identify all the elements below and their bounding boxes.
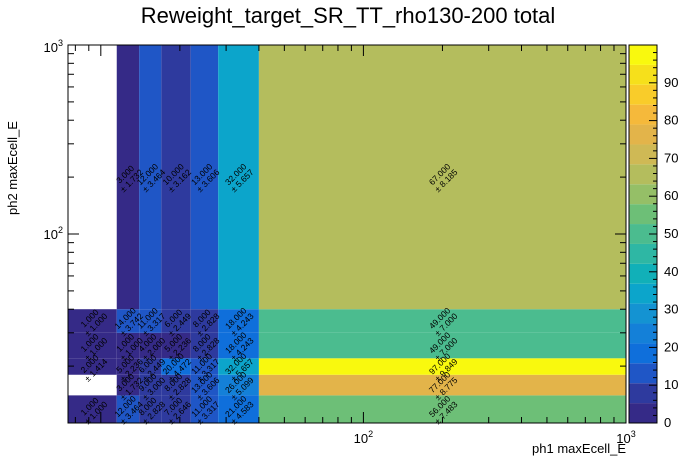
heatmap-cell [116,395,140,423]
heatmap-cell [258,45,626,310]
colorbar-segment [629,243,657,264]
heatmap-cell [258,374,626,396]
colorbar-segment [629,124,657,145]
heatmap-cell [139,45,162,310]
colorbar-segment [629,383,657,404]
heatmap-cell [190,45,219,310]
colorbar-segment [629,45,657,65]
heatmap-cell [190,309,219,333]
colorbar-segment [629,303,657,324]
x-axis-label: ph1 maxEcell_E [532,441,626,456]
heatmap-cell [161,45,191,310]
heatmap-cell [218,374,259,396]
heatmap-cell [68,332,117,359]
heatmap-cell [68,358,117,375]
heatmap-cell [161,332,191,359]
colorbar-segment [629,283,657,304]
heatmap-cell [139,332,162,359]
cells-layer [68,45,626,423]
colorbar-segment [629,104,657,125]
heatmap-cell [161,374,191,396]
heatmap-cell [139,309,162,333]
colorbar-segment [629,84,657,105]
heatmap-cell [190,358,219,375]
heatmap-cell [116,332,140,359]
heatmap-cell [218,395,259,423]
colorbar-tick-label: 40 [664,264,678,279]
heatmap-cell [139,395,162,423]
heatmap-cell [68,395,117,423]
colorbar-segment [629,204,657,225]
heatmap-cell [116,358,140,375]
heatmap-cell [218,332,259,359]
x-tick-label: 103 [616,429,635,446]
colorbar-segment [629,363,657,384]
colorbar: 0 10 20 30 40 50 60 70 80 90 [628,44,678,430]
heatmap-cell [139,374,162,396]
colorbar-tick-label: 80 [664,113,678,128]
colorbar-segment [629,403,657,423]
y-axis-label: ph2 maxEcell_E [5,121,20,215]
heatmap-cell [116,309,140,333]
heatmap-cell [258,358,626,375]
colorbar-tick-label: 90 [664,75,678,90]
colorbar-segment [629,323,657,344]
heatmap-cell [68,309,117,333]
colorbar-segment [629,64,657,85]
heatmap-cell [161,309,191,333]
heatmap-cell [258,332,626,359]
y-tick-label: 102 [44,225,63,242]
heatmap-cell [218,45,259,310]
heatmap-cell [116,45,140,310]
colorbar-tick-label: 60 [664,188,678,203]
heatmap-cell [190,395,219,423]
x-tick-label: 102 [354,429,373,446]
heatmap-cell [116,374,140,396]
colorbar-segment [629,224,657,244]
heatmap-cell [218,309,259,333]
colorbar-segment [629,164,657,185]
heatmap-cell [190,332,219,359]
heatmap-cell [190,374,219,396]
colorbar-segment [629,343,657,364]
chart-title: Reweight_target_SR_TT_rho130-200 total [140,3,556,28]
colorbar-tick-label: 20 [664,339,678,354]
colorbar-tick-label: 70 [664,150,678,165]
heatmap-cell [139,358,162,375]
heatmap-cell [161,395,191,423]
colorbar-segment [629,263,657,284]
colorbar-tick-label: 50 [664,226,678,241]
colorbar-segment [629,144,657,165]
colorbar-tick-label: 0 [664,415,671,430]
heatmap-cell [218,358,259,375]
colorbar-tick-label: 10 [664,377,678,392]
heatmap-cell [258,309,626,333]
axes-layer: 102 103 102 103 [44,38,636,446]
colorbar-segment [629,184,657,205]
colorbar-tick-label: 30 [664,302,678,317]
y-tick-label: 103 [44,38,63,55]
heatmap-cell [161,358,191,375]
